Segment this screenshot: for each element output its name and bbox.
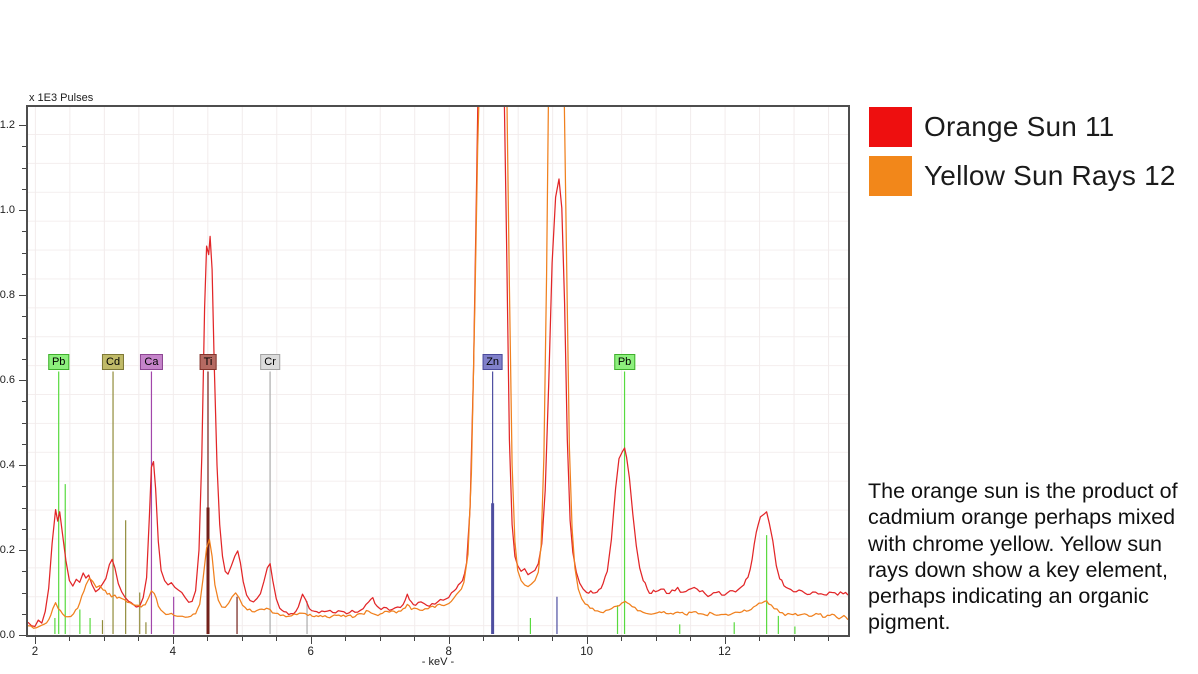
y-tick-label: 0.6: [0, 374, 15, 386]
legend-swatch-orange-icon: [869, 156, 912, 196]
y-axis-tick: [22, 507, 26, 509]
element-badge-ti: Ti: [199, 354, 217, 371]
x-axis-tick: [310, 637, 312, 644]
y-axis-tick: [22, 252, 26, 254]
series-trace-orange-sun-11: [28, 107, 848, 628]
y-tick-label: 0.8: [0, 289, 15, 301]
x-axis-tick: [690, 637, 692, 641]
x-axis-tick: [276, 637, 278, 641]
legend-item-orange-sun-11: Orange Sun 11: [869, 107, 1176, 147]
element-badge-ca: Ca: [140, 354, 163, 371]
y-axis-tick: [22, 486, 26, 488]
x-tick-label: 4: [169, 646, 177, 658]
legend-item-yellow-sun-rays-12: Yellow Sun Rays 12: [869, 156, 1176, 196]
x-tick-label: 12: [718, 646, 731, 658]
y-axis-tick: [22, 613, 26, 615]
y-axis-tick: [22, 146, 26, 148]
y-tick-label: 0.0: [0, 629, 15, 641]
legend-label: Yellow Sun Rays 12: [924, 160, 1176, 191]
y-tick-label: 1.2: [0, 119, 15, 132]
y-axis-tick: [19, 635, 26, 636]
y-axis-tick: [19, 465, 26, 466]
y-axis-tick: [22, 571, 26, 573]
spectrum-chart: Pb Cd Ca Ti Cr Zn Pb 0.0 0.2 0.4 0.6 0.8 1.0 1.2 2 4 6 8 1…: [0, 105, 850, 658]
x-axis-tick: [103, 637, 105, 641]
y-axis-tick: [22, 401, 26, 403]
legend-swatch-red-icon: [869, 107, 912, 147]
x-axis-tick: [241, 637, 243, 641]
y-tick-label: 0.2: [0, 544, 15, 556]
x-axis-tick: [586, 637, 588, 644]
x-axis-tick: [655, 637, 657, 641]
y-axis-tick: [22, 422, 26, 424]
y-axis-tick: [19, 125, 26, 127]
x-axis-tick: [138, 637, 140, 641]
y-axis-tick: [22, 528, 26, 530]
element-badge-cr: Cr: [260, 354, 280, 371]
y-axis-tick: [22, 231, 26, 233]
y-axis-tick: [19, 380, 26, 381]
x-axis-tick: [483, 637, 485, 641]
spectrum-plot-svg: [28, 107, 848, 634]
y-axis-tick: [22, 337, 26, 339]
x-axis-tick: [724, 637, 726, 644]
y-axis-unit-label: x 1E3 Pulses: [29, 92, 94, 104]
legend-label: Orange Sun 11: [924, 111, 1115, 142]
series-trace-yellow-sun-rays-12: [28, 107, 848, 629]
y-axis-tick: [19, 550, 26, 551]
x-axis-label: - keV -: [421, 656, 455, 668]
y-axis-tick: [22, 443, 26, 445]
y-axis-tick: [22, 358, 26, 360]
x-tick-label: 2: [31, 646, 39, 658]
x-axis-tick: [552, 637, 554, 641]
x-axis-tick: [345, 637, 347, 641]
x-axis-tick: [414, 637, 416, 641]
element-badge-pb: Pb: [613, 354, 636, 371]
x-axis-tick: [621, 637, 623, 641]
x-axis-tick: [448, 637, 450, 644]
y-tick-label: 0.4: [0, 459, 15, 471]
x-axis-tick: [207, 637, 209, 641]
x-axis-tick: [172, 637, 174, 644]
plot-area: [26, 105, 850, 637]
y-axis-tick: [19, 210, 26, 212]
x-axis-tick: [793, 637, 795, 641]
y-axis-tick: [22, 273, 26, 275]
x-tick-label: 6: [307, 646, 314, 658]
element-badge-zn: Zn: [482, 354, 504, 371]
x-axis-tick: [69, 637, 71, 641]
x-axis-tick: [517, 637, 519, 641]
y-axis-tick: [22, 167, 26, 169]
x-axis-tick: [828, 637, 829, 641]
chart-legend: Orange Sun 11 Yellow Sun Rays 12: [869, 107, 1176, 196]
x-tick-label: 10: [580, 646, 594, 658]
y-axis-tick: [22, 592, 26, 594]
element-badge-pb: Pb: [47, 354, 70, 371]
y-axis-tick: [19, 295, 26, 296]
x-axis-tick: [34, 637, 36, 644]
element-badge-cd: Cd: [102, 354, 125, 371]
y-axis-tick: [22, 188, 26, 190]
x-axis-tick: [759, 637, 761, 641]
y-axis-tick: [22, 316, 26, 318]
annotation-note: The orange sun is the product of cadmium…: [868, 479, 1178, 635]
x-axis-tick: [379, 637, 381, 641]
y-tick-label: 1.0: [0, 204, 15, 217]
x-tick-label: 8: [445, 646, 452, 658]
